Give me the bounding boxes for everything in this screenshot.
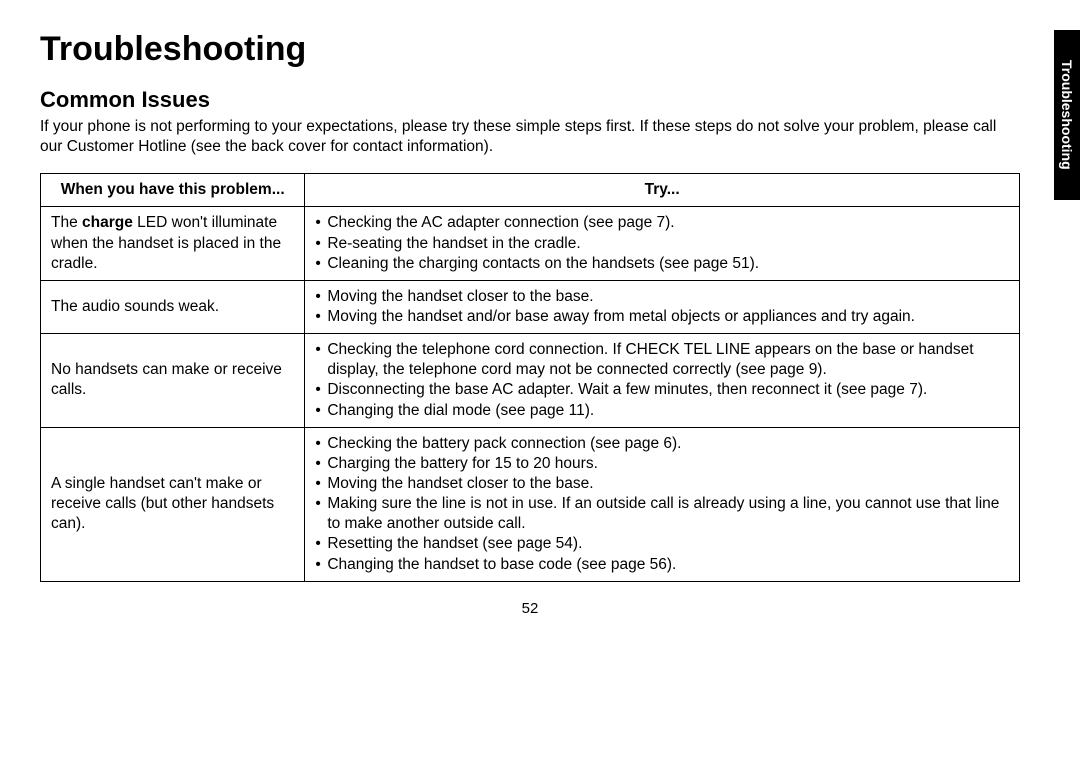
problem-text-bold: charge xyxy=(82,214,133,231)
try-item: Changing the handset to base code (see p… xyxy=(315,555,1009,575)
problem-cell: No handsets can make or receive calls. xyxy=(41,334,305,428)
try-item: Making sure the line is not in use. If a… xyxy=(315,494,1009,534)
try-item: Moving the handset and/or base away from… xyxy=(315,307,1009,327)
try-item: Cleaning the charging contacts on the ha… xyxy=(315,254,1009,274)
try-item: Changing the dial mode (see page 11). xyxy=(315,401,1009,421)
try-item: Resetting the handset (see page 54). xyxy=(315,534,1009,554)
header-try: Try... xyxy=(305,174,1020,207)
try-cell: Checking the telephone cord connection. … xyxy=(305,334,1020,428)
try-cell: Moving the handset closer to the base. M… xyxy=(305,280,1020,333)
try-cell: Checking the battery pack connection (se… xyxy=(305,427,1020,581)
problem-cell: A single handset can't make or receive c… xyxy=(41,427,305,581)
table-row: No handsets can make or receive calls. C… xyxy=(41,334,1020,428)
page-number: 52 xyxy=(40,600,1020,617)
page-content: Troubleshooting Common Issues If your ph… xyxy=(0,0,1080,637)
try-item: Disconnecting the base AC adapter. Wait … xyxy=(315,380,1009,400)
try-item: Moving the handset closer to the base. xyxy=(315,287,1009,307)
try-list: Moving the handset closer to the base. M… xyxy=(315,287,1009,327)
page-title: Troubleshooting xyxy=(40,30,1020,69)
try-item: Charging the battery for 15 to 20 hours. xyxy=(315,454,1009,474)
try-item: Re-seating the handset in the cradle. xyxy=(315,234,1009,254)
table-header-row: When you have this problem... Try... xyxy=(41,174,1020,207)
problem-cell: The charge LED won't illuminate when the… xyxy=(41,207,305,280)
try-list: Checking the battery pack connection (se… xyxy=(315,434,1009,575)
try-item: Moving the handset closer to the base. xyxy=(315,474,1009,494)
section-title: Common Issues xyxy=(40,87,1020,113)
problem-text-prefix: The xyxy=(51,214,82,231)
table-row: The audio sounds weak. Moving the handse… xyxy=(41,280,1020,333)
try-item: Checking the battery pack connection (se… xyxy=(315,434,1009,454)
section-intro: If your phone is not performing to your … xyxy=(40,117,1020,157)
table-row: The charge LED won't illuminate when the… xyxy=(41,207,1020,280)
section-tab-label: Troubleshooting xyxy=(1059,60,1075,170)
try-item: Checking the AC adapter connection (see … xyxy=(315,213,1009,233)
table-body: The charge LED won't illuminate when the… xyxy=(41,207,1020,581)
header-problem: When you have this problem... xyxy=(41,174,305,207)
table-row: A single handset can't make or receive c… xyxy=(41,427,1020,581)
problem-cell: The audio sounds weak. xyxy=(41,280,305,333)
try-list: Checking the AC adapter connection (see … xyxy=(315,213,1009,273)
section-tab: Troubleshooting xyxy=(1054,30,1080,200)
try-list: Checking the telephone cord connection. … xyxy=(315,340,1009,421)
troubleshooting-table: When you have this problem... Try... The… xyxy=(40,173,1020,581)
try-cell: Checking the AC adapter connection (see … xyxy=(305,207,1020,280)
try-item: Checking the telephone cord connection. … xyxy=(315,340,1009,380)
